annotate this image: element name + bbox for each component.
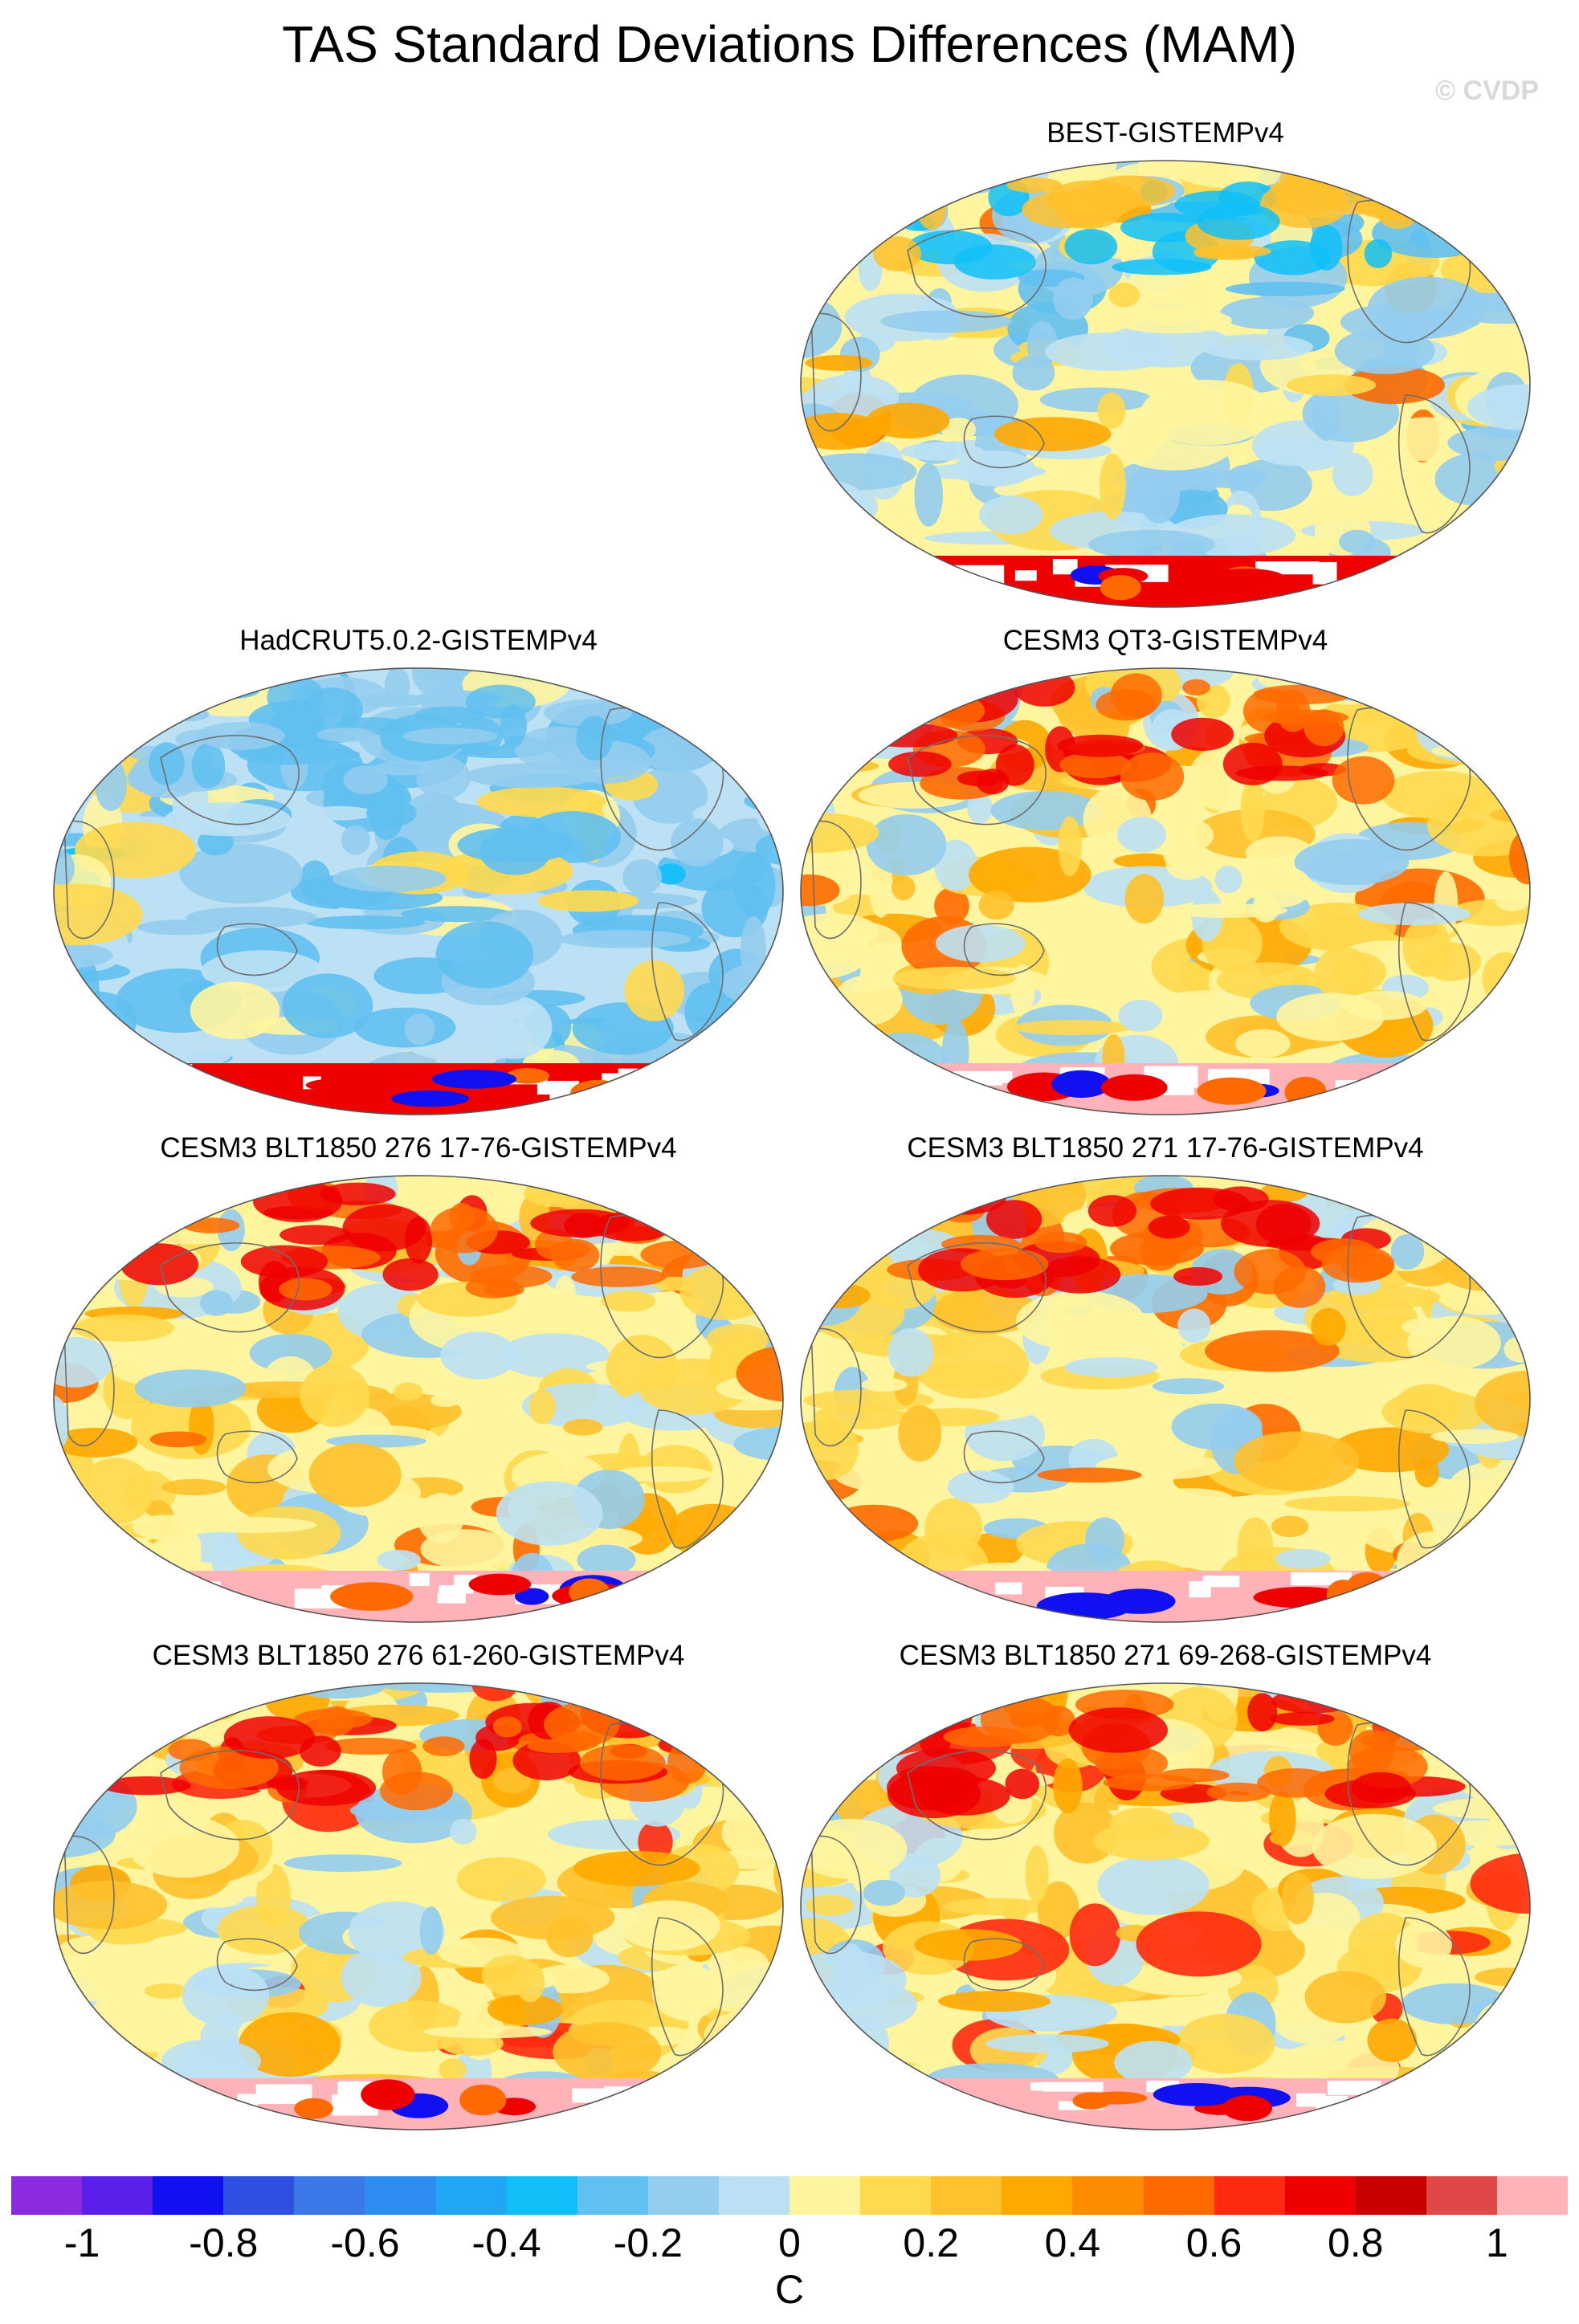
map-panel: CESM3 BLT1850 276 61-260-GISTEMPv4 [48, 1640, 789, 2138]
colorbar-swatch [860, 2176, 932, 2215]
colorbar-swatch [1143, 2176, 1214, 2215]
colorbar-label: 0 [778, 2220, 801, 2265]
panel-title: CESM3 QT3-GISTEMPv4 [1002, 625, 1328, 656]
colorbar-swatch [1426, 2176, 1497, 2215]
colorbar-swatch [647, 2176, 719, 2215]
map-panel: CESM3 BLT1850 271 69-268-GISTEMPv4 [795, 1640, 1536, 2138]
panel-title: CESM3 BLT1850 271 17-76-GISTEMPv4 [907, 1132, 1424, 1164]
colorbar-swatch [365, 2176, 436, 2215]
main-title: TAS Standard Deviations Differences (MAM… [282, 15, 1297, 73]
colorbar-label: -1 [63, 2220, 100, 2265]
colorbar-units: C [774, 2267, 805, 2312]
colorbar-swatch [153, 2176, 224, 2215]
colorbar-swatch [1072, 2176, 1144, 2215]
map-panel: BEST-GISTEMPv4 [795, 117, 1536, 615]
colorbar-swatch [1355, 2176, 1426, 2215]
colorbar-label: 1 [1486, 2220, 1508, 2265]
colorbar-label: -0.2 [613, 2220, 683, 2265]
colorbar-swatch [577, 2176, 648, 2215]
map-panel: CESM3 QT3-GISTEMPv4 [795, 625, 1536, 1123]
robinson-map [800, 1682, 1531, 2130]
colorbar-swatch [1284, 2176, 1356, 2215]
robinson-map [800, 1175, 1531, 1623]
robinson-map [53, 667, 784, 1115]
colorbar-swatch [223, 2176, 295, 2215]
colorbar-label: 0.4 [1044, 2220, 1101, 2265]
colorbar-label: -0.4 [471, 2220, 541, 2265]
panel-title: HadCRUT5.0.2-GISTEMPv4 [239, 625, 598, 656]
colorbar-swatch [82, 2176, 153, 2215]
colorbar-swatch [435, 2176, 507, 2215]
panel-title: CESM3 BLT1850 271 69-268-GISTEMPv4 [899, 1640, 1432, 1671]
colorbar-swatch [294, 2176, 365, 2215]
robinson-map [53, 1175, 784, 1623]
colorbar-label: 0.6 [1185, 2220, 1242, 2265]
colorbar [11, 2176, 1569, 2215]
colorbar-label: -0.6 [330, 2220, 400, 2265]
colorbar-swatch [1002, 2176, 1073, 2215]
map-panel: CESM3 BLT1850 276 17-76-GISTEMPv4 [48, 1132, 789, 1630]
colorbar-swatch [1214, 2176, 1285, 2215]
panel-title: CESM3 BLT1850 276 17-76-GISTEMPv4 [160, 1132, 677, 1164]
colorbar-label: 0.8 [1327, 2220, 1384, 2265]
colorbar-label: 0.2 [903, 2220, 959, 2265]
watermark: © CVDP [1435, 75, 1539, 106]
colorbar-swatch [1496, 2176, 1569, 2215]
colorbar-label: -0.8 [189, 2220, 259, 2265]
colorbar-swatch [931, 2176, 1002, 2215]
robinson-map [800, 160, 1531, 608]
colorbar-swatch [506, 2176, 577, 2215]
panel-title: CESM3 BLT1850 276 61-260-GISTEMPv4 [152, 1640, 685, 1671]
robinson-map [53, 1682, 784, 2130]
robinson-map [800, 667, 1531, 1115]
colorbar-swatch [11, 2176, 83, 2215]
colorbar-swatch [718, 2176, 790, 2215]
map-panel: CESM3 BLT1850 271 17-76-GISTEMPv4 [795, 1132, 1536, 1630]
panel-title: BEST-GISTEMPv4 [1047, 117, 1284, 149]
map-panel: HadCRUT5.0.2-GISTEMPv4 [48, 625, 789, 1123]
colorbar-swatch [790, 2176, 861, 2215]
